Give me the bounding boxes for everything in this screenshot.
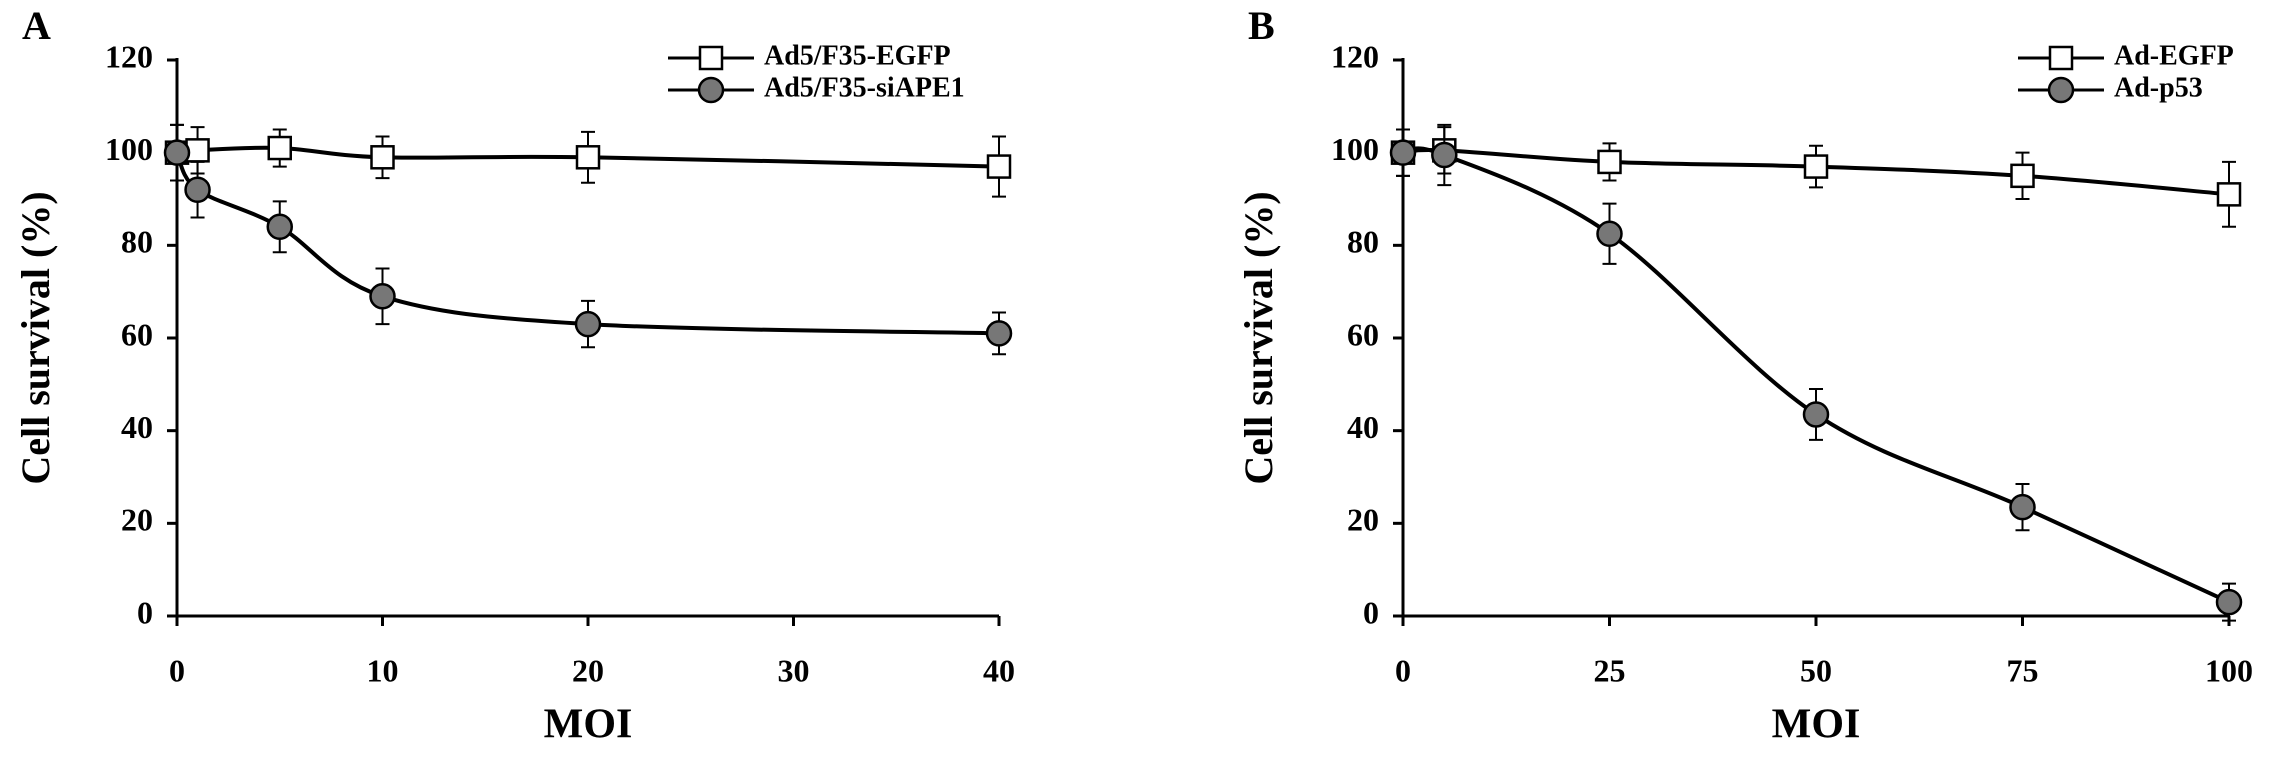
series-line	[1402, 146, 2230, 604]
y-tick-label: 80	[121, 224, 153, 260]
data-point	[266, 213, 293, 241]
legend-label: Ad5/F35-siAPE1	[764, 72, 965, 103]
x-tick-label: 10	[367, 652, 399, 688]
y-tick-label: 120	[105, 38, 153, 74]
data-point	[2010, 163, 2035, 189]
data-point	[1802, 401, 1830, 428]
data-point	[370, 145, 395, 170]
data-point	[2216, 182, 2242, 207]
legend-marker	[2048, 45, 2074, 71]
data-point	[985, 320, 1013, 347]
y-axis-label: Cell survival (%)	[1236, 191, 1281, 484]
data-point	[574, 310, 602, 338]
data-point	[986, 154, 1012, 179]
y-tick-label: 80	[1347, 224, 1379, 260]
data-point	[1597, 149, 1622, 175]
y-tick-label: 100	[1331, 131, 1379, 167]
x-tick-label: 100	[2205, 652, 2253, 688]
legend-label: Ad-EGFP	[2114, 40, 2234, 71]
y-tick-label: 60	[121, 316, 153, 352]
y-tick-label: 60	[1347, 316, 1379, 352]
data-point	[575, 145, 601, 170]
legend-marker	[698, 45, 724, 71]
x-tick-label: 25	[1594, 652, 1626, 688]
x-tick-label: 75	[2007, 652, 2039, 688]
data-point	[267, 135, 292, 161]
panel-label: B	[1248, 3, 1275, 48]
y-tick-label: 20	[1347, 502, 1379, 538]
x-axis-label: MOI	[544, 702, 633, 748]
legend-label: Ad5/F35-EGFP	[764, 40, 951, 71]
data-point	[2009, 493, 2036, 521]
data-point	[369, 283, 396, 310]
data-point	[163, 139, 191, 166]
data-point	[1389, 139, 1417, 166]
legend-label: Ad-p53	[2114, 72, 2203, 103]
y-tick-label: 100	[105, 131, 153, 167]
x-tick-label: 30	[778, 652, 810, 688]
x-tick-label: 20	[572, 652, 604, 688]
series-line	[1402, 147, 2230, 197]
y-tick-label: 0	[1363, 594, 1379, 630]
y-tick-label: 20	[121, 502, 153, 538]
data-point	[1431, 141, 1458, 169]
legend-marker	[697, 76, 725, 104]
panel-label: A	[22, 3, 51, 48]
data-point	[1596, 220, 1623, 247]
x-tick-label: 0	[1395, 652, 1411, 688]
legend-marker	[2047, 76, 2075, 104]
data-point	[1803, 154, 1829, 179]
y-axis-label: Cell survival (%)	[13, 191, 58, 484]
y-tick-label: 40	[121, 409, 153, 445]
x-tick-label: 0	[169, 652, 185, 688]
x-tick-label: 40	[983, 652, 1015, 688]
data-point	[2215, 588, 2243, 616]
y-tick-label: 0	[137, 594, 153, 630]
y-tick-label: 120	[1331, 38, 1379, 74]
data-point	[184, 176, 211, 203]
x-tick-label: 50	[1800, 652, 1832, 688]
x-axis-label: MOI	[1772, 702, 1861, 748]
y-tick-label: 40	[1347, 409, 1379, 445]
